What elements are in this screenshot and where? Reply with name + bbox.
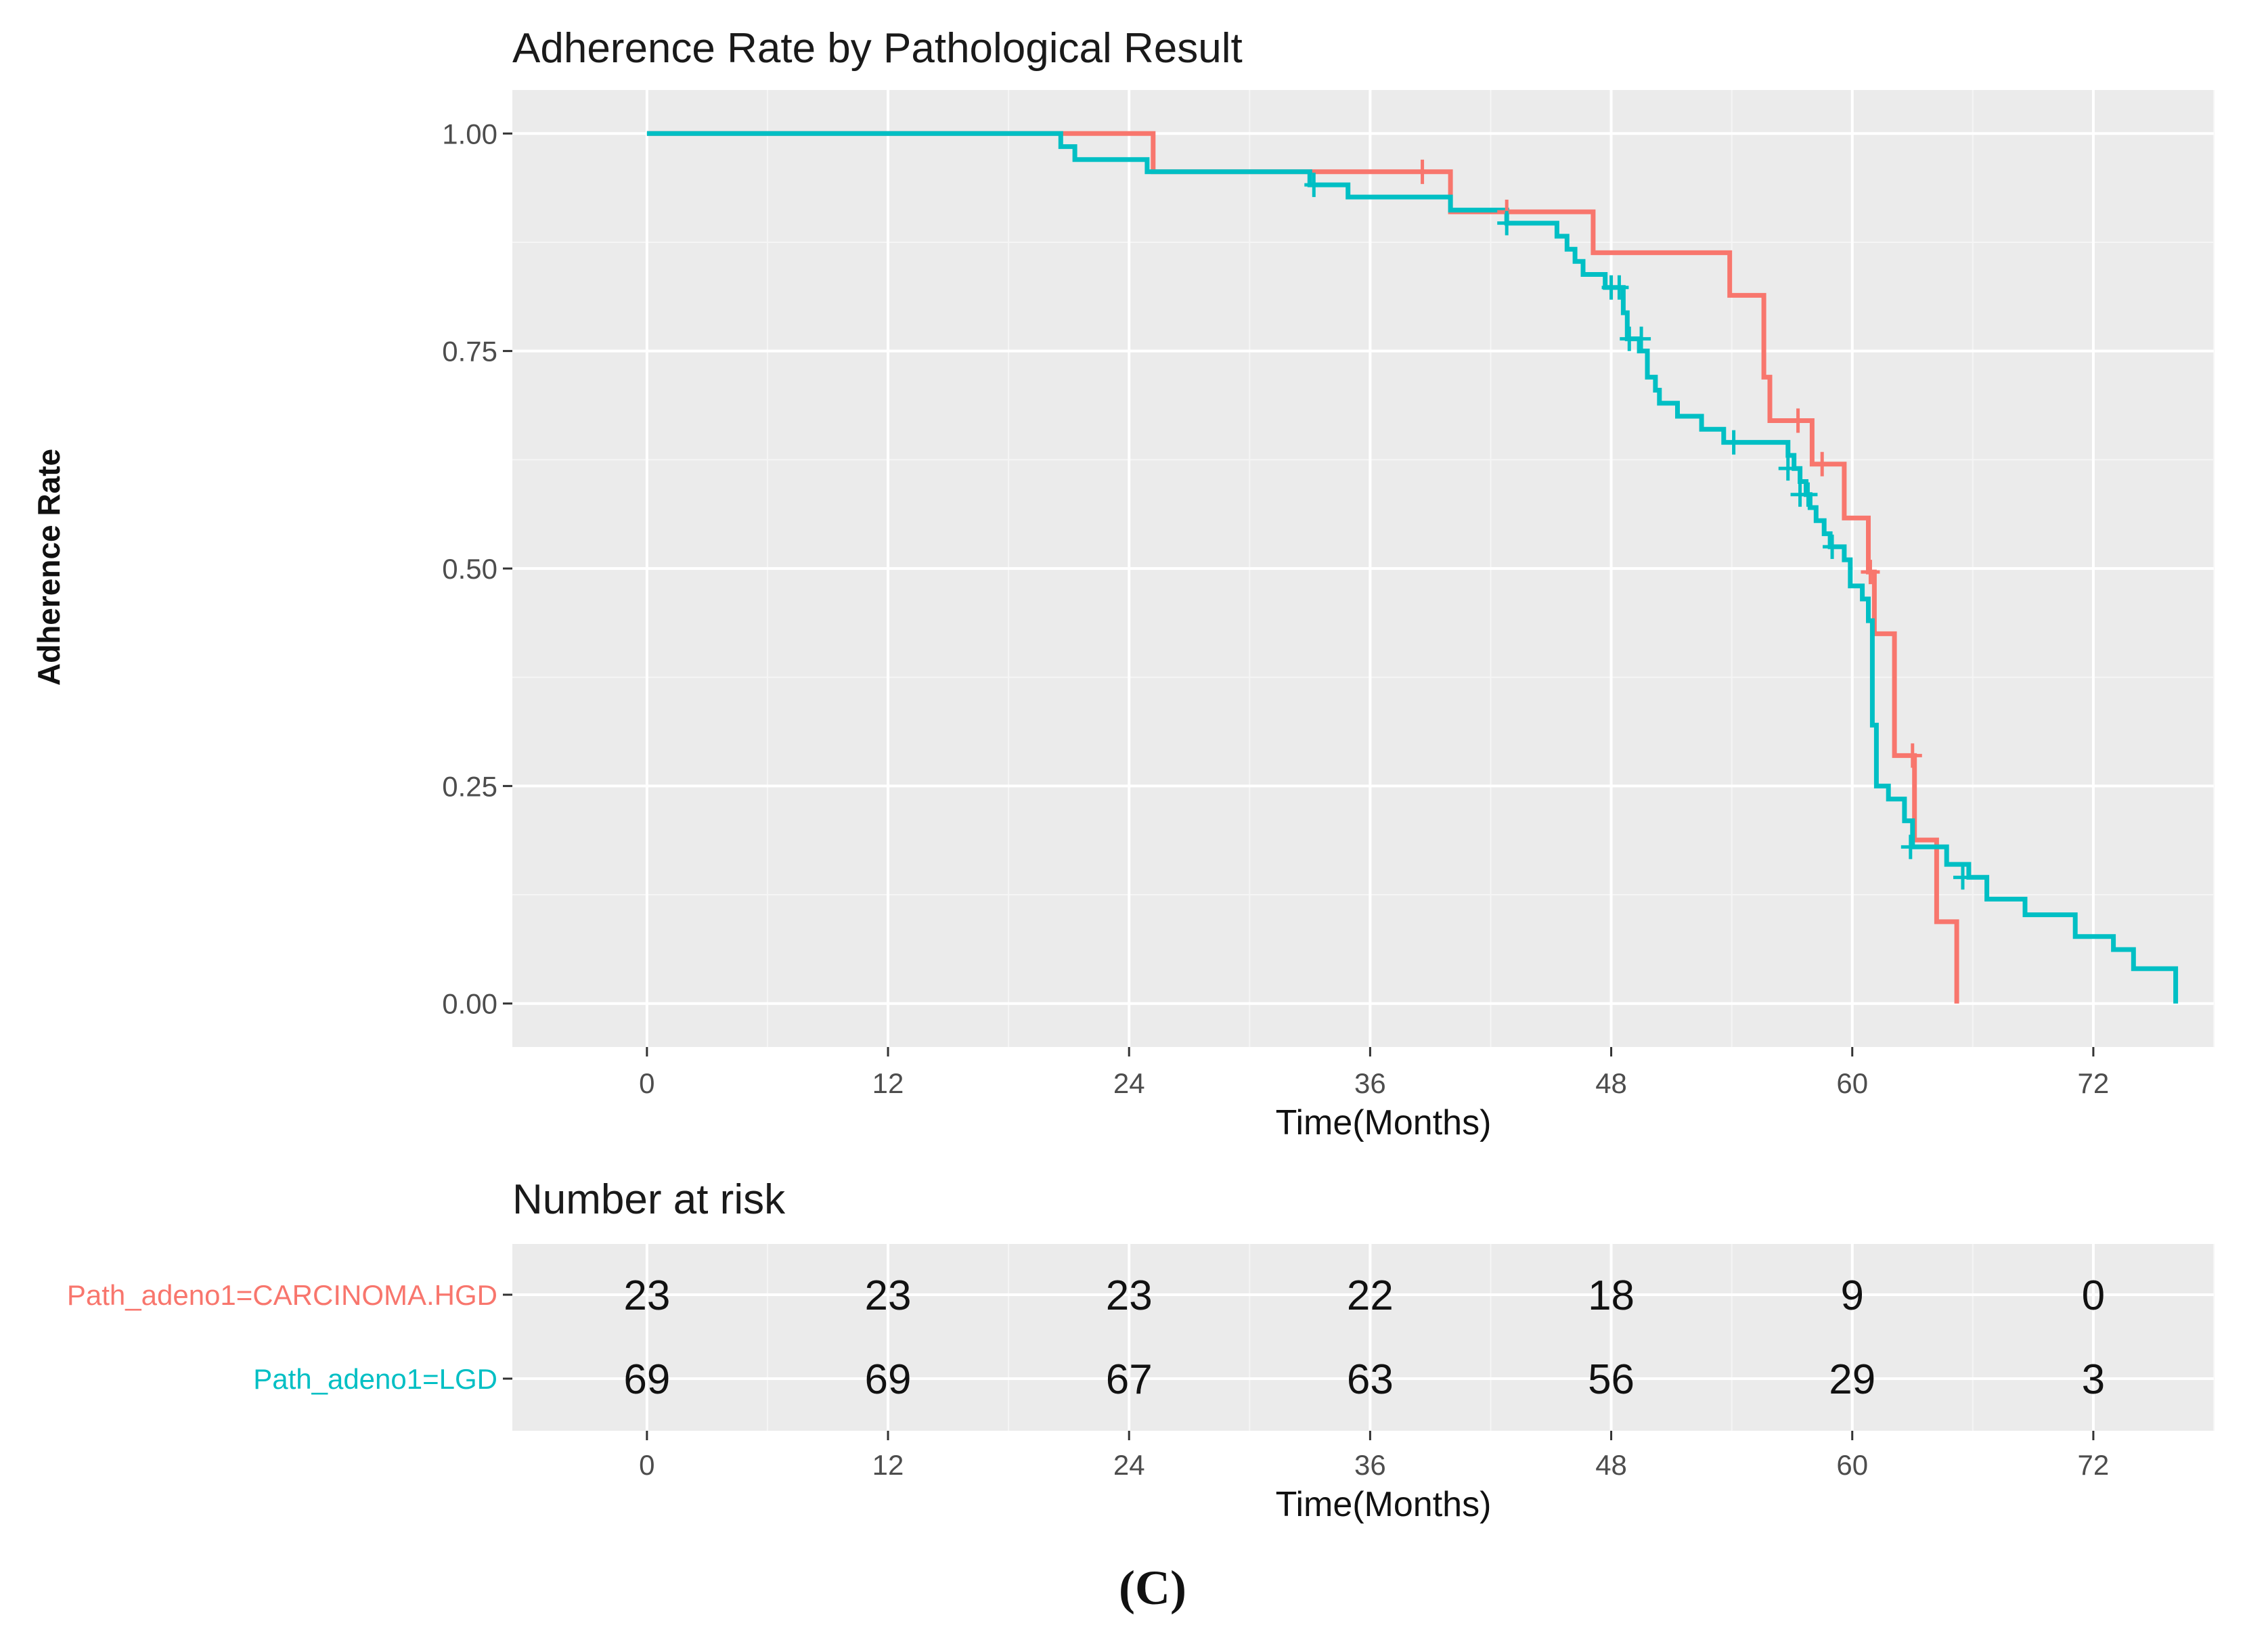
censor-mark (1609, 275, 1629, 300)
censor-mark (1497, 210, 1517, 236)
risk-table-title: Number at risk (512, 1176, 786, 1223)
censor-mark (1798, 482, 1818, 507)
censor-mark (1304, 173, 1324, 198)
risk-table-panel (512, 1244, 2214, 1431)
censor-mark (1788, 408, 1808, 433)
risk-x-tick-label: 48 (1595, 1449, 1627, 1481)
risk-count-cell: 23 (623, 1272, 670, 1319)
risk-row-label: Path_adeno1=LGD (253, 1363, 497, 1395)
risk-x-tick-label: 24 (1113, 1449, 1145, 1481)
x-tick-label: 24 (1113, 1067, 1145, 1099)
x-tick-label: 12 (872, 1067, 904, 1099)
risk-x-tick-label: 36 (1354, 1449, 1386, 1481)
main-major-grid (512, 90, 2214, 1047)
risk-count-cell: 23 (1106, 1272, 1153, 1319)
censor-mark (1861, 560, 1880, 585)
risk-count-cell: 18 (1588, 1272, 1635, 1319)
x-tick-label: 36 (1354, 1067, 1386, 1099)
x-axis-label: Time(Months) (1276, 1103, 1492, 1142)
y-tick-label: 0.50 (442, 553, 497, 585)
risk-row-label: Path_adeno1=CARCINOMA.HGD (67, 1279, 497, 1311)
risk-x-tick-label: 12 (872, 1449, 904, 1481)
km-curve-series-0 (646, 131, 1959, 1004)
chart-title: Adherence Rate by Pathological Result (512, 25, 1243, 72)
censor-mark (1823, 534, 1842, 559)
censor-marks (1304, 159, 1972, 890)
y-axis-ticks: 0.00 0.25 0.50 0.75 1.00 (442, 118, 512, 1020)
risk-count-cell: 56 (1588, 1356, 1635, 1403)
y-tick-label: 0.25 (442, 770, 497, 802)
risk-count-cell: 67 (1106, 1356, 1153, 1403)
risk-minor-grid (766, 1244, 2215, 1431)
risk-count-cell: 0 (2082, 1272, 2105, 1319)
risk-x-tick-label: 0 (639, 1449, 654, 1481)
y-axis-label: Adherence Rate (31, 449, 66, 686)
risk-x-tick-label: 72 (2078, 1449, 2110, 1481)
y-tick-label: 0.75 (442, 336, 497, 368)
censor-mark (1953, 865, 1972, 890)
censor-mark (1778, 456, 1798, 481)
risk-count-cell: 63 (1347, 1356, 1394, 1403)
y-tick-label: 1.00 (442, 118, 497, 150)
censor-mark (1632, 326, 1651, 351)
risk-x-axis-ticks: 0 12 24 36 48 60 72 (639, 1431, 2109, 1481)
risk-counts: 23 23 23 22 18 9 0 69 69 67 63 56 29 3 (623, 1272, 2105, 1403)
x-tick-label: 72 (2078, 1067, 2110, 1099)
censor-mark (1413, 159, 1432, 184)
risk-x-tick-label: 60 (1836, 1449, 1868, 1481)
risk-row-labels: Path_adeno1=CARCINOMA.HGD Path_adeno1=LGD (67, 1279, 512, 1395)
x-tick-label: 48 (1595, 1067, 1627, 1099)
risk-major-grid (512, 1244, 2214, 1431)
risk-x-axis-label: Time(Months) (1276, 1485, 1492, 1524)
risk-count-cell: 3 (2082, 1356, 2105, 1403)
risk-count-cell: 9 (1840, 1272, 1863, 1319)
censor-mark (1813, 451, 1832, 476)
risk-count-cell: 22 (1347, 1272, 1394, 1319)
x-axis-ticks: 0 12 24 36 48 60 72 (639, 1047, 2109, 1099)
x-tick-label: 0 (639, 1067, 654, 1099)
risk-count-cell: 29 (1829, 1356, 1875, 1403)
risk-count-cell: 69 (865, 1356, 912, 1403)
risk-count-cell: 69 (623, 1356, 670, 1403)
censor-mark (1724, 430, 1743, 455)
risk-count-cell: 23 (865, 1272, 912, 1319)
y-tick-label: 0.00 (442, 988, 497, 1020)
panel-label: (C) (1119, 1561, 1186, 1615)
censor-mark (1903, 743, 1922, 768)
censor-mark (1900, 834, 1920, 860)
x-tick-label: 60 (1836, 1067, 1868, 1099)
